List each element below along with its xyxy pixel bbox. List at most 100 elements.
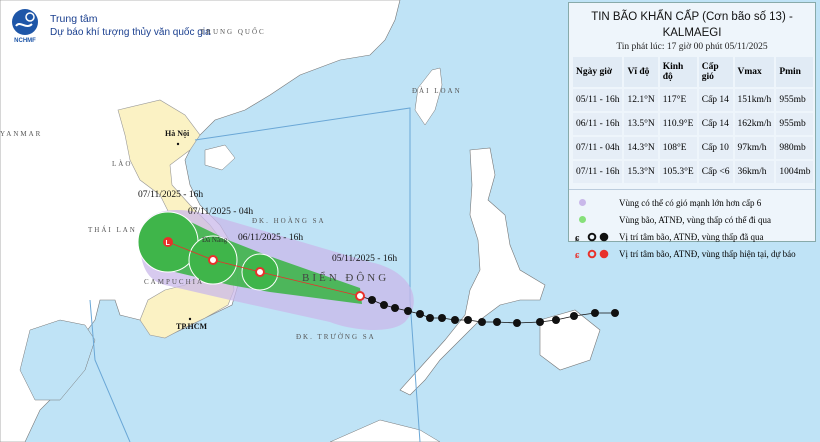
green-dot-icon <box>579 216 586 223</box>
table-cell: 14.3°N <box>624 137 658 159</box>
label-spratly: ĐK. TRƯỜNG SA <box>296 333 376 341</box>
table-cell: 117°E <box>659 89 697 111</box>
past-position-marker <box>380 301 388 309</box>
table-cell: 108°E <box>659 137 697 159</box>
table-cell: 07/11 - 04h <box>573 137 623 159</box>
table-cell: Cấp <6 <box>698 161 733 183</box>
table-cell: Cấp 14 <box>698 89 733 111</box>
track-label-07-04h: 07/11/2025 - 04h <box>188 207 254 217</box>
track-label-05-16h: 05/11/2025 - 16h <box>332 254 398 264</box>
org-line1: Trung tâm <box>50 13 98 25</box>
svg-text:NCHMF: NCHMF <box>14 38 36 44</box>
label-china: TRUNG QUỐC <box>200 28 266 36</box>
svg-text:ɕ: ɕ <box>575 233 580 242</box>
table-cell: Cấp 10 <box>698 137 733 159</box>
col-header: Ngày giờ <box>573 57 623 87</box>
table-cell: 1004mb <box>776 161 814 183</box>
past-position-marker <box>368 296 376 304</box>
past-position-marker <box>451 316 459 324</box>
past-position-marker <box>513 319 521 327</box>
legend-item: ɕ Vị trí tâm bão, ATNĐ, vùng thấp đã qua <box>571 228 813 245</box>
label-taiwan: ĐÀI LOAN <box>412 87 462 95</box>
table-cell: 151km/h <box>734 89 775 111</box>
storm-marker-06-16h <box>255 267 265 277</box>
table-cell: Cấp 14 <box>698 113 733 135</box>
past-position-marker <box>478 318 486 326</box>
philippines-land <box>399 147 546 396</box>
legend-item: Vùng có thể có gió mạnh lớn hơn cấp 6 <box>571 194 813 211</box>
past-position-marker <box>536 318 544 326</box>
past-position-marker <box>391 304 399 312</box>
past-position-marker <box>464 316 472 324</box>
table-cell: 15.3°N <box>624 161 658 183</box>
label-myanmar: YANMAR <box>0 130 43 138</box>
past-position-marker <box>591 309 599 317</box>
table-cell: 06/11 - 16h <box>573 113 623 135</box>
legend-text: Vùng bão, ATNĐ, vùng thấp có thể đi qua <box>619 214 771 225</box>
red-storm-symbols-icon: ɕ <box>571 249 619 259</box>
track-label-06-16h: 06/11/2025 - 16h <box>238 233 304 243</box>
col-header: Cấp gió <box>698 57 733 87</box>
col-header: Pmin <box>776 57 814 87</box>
table-row: 05/11 - 16h 12.1°N 117°E Cấp 14 151km/h 955mb <box>573 89 814 111</box>
table-row: 06/11 - 16h 13.5°N 110.9°E Cấp 14 162km/h 955… <box>573 113 814 135</box>
storm-marker-07-04h <box>208 255 218 265</box>
table-cell: 980mb <box>776 137 814 159</box>
label-danang: Đà Nẵng <box>202 236 228 244</box>
bulletin-title-line1: TIN BÃO KHẨN CẤP (Cơn bão số 13) - <box>591 11 793 23</box>
col-header: Kinh độ <box>659 57 697 87</box>
black-storm-symbols-icon: ɕ <box>571 232 619 242</box>
legend-item: ɕ Vị trí tâm bão, ATNĐ, vùng thấp hiện tạ… <box>571 245 813 262</box>
past-position-marker <box>438 314 446 322</box>
track-label-07-16h: 07/11/2025 - 16h <box>138 190 204 200</box>
col-header: Vmax <box>734 57 775 87</box>
col-header: Vĩ độ <box>624 57 658 87</box>
legend: Vùng có thể có gió mạnh lớn hơn cấp 6 Vù… <box>569 189 815 266</box>
svg-text:L: L <box>166 240 171 247</box>
table-cell: 12.1°N <box>624 89 658 111</box>
table-cell: 05/11 - 16h <box>573 89 623 111</box>
table-cell: 955mb <box>776 113 814 135</box>
table-row: 07/11 - 04h 14.3°N 108°E Cấp 10 97km/h 980mb <box>573 137 814 159</box>
table-cell: 97km/h <box>734 137 775 159</box>
legend-text: Vùng có thể có gió mạnh lớn hơn cấp 6 <box>619 197 762 208</box>
table-cell: 110.9°E <box>659 113 697 135</box>
issued-time: Tin phát lúc: 17 giờ 00 phút 05/11/2025 <box>616 42 768 52</box>
label-thailand: THÁI LAN <box>88 226 137 234</box>
table-cell: 162km/h <box>734 113 775 135</box>
past-position-marker <box>611 309 619 317</box>
storm-marker-05-16h <box>355 291 365 301</box>
table-cell: 07/11 - 16h <box>573 161 623 183</box>
label-laos: LÀO <box>112 160 133 168</box>
label-hanoi: Hà Nội <box>165 129 190 138</box>
purple-dot-icon <box>579 199 586 206</box>
legend-text: Vị trí tâm bão, ATNĐ, vùng thấp đã qua <box>619 231 764 242</box>
nchmf-logo-icon: NCHMF <box>8 8 42 44</box>
table-cell: 36km/h <box>734 161 775 183</box>
table-cell: 955mb <box>776 89 814 111</box>
low-marker-07-16h <box>163 237 173 247</box>
svg-text:ɕ: ɕ <box>575 250 580 259</box>
forecast-table: Ngày giờ Vĩ độ Kinh độ Cấp gió Vmax Pmin… <box>571 55 815 185</box>
label-hcm: TP.HCM <box>176 322 208 331</box>
nchmf-logo: NCHMF Trung tâm Dự báo khí tượng thủy vă… <box>8 8 211 44</box>
table-cell: 13.5°N <box>624 113 658 135</box>
bulletin-title-line2: KALMAEGI <box>662 27 722 39</box>
org-line2: Dự báo khí tượng thủy văn quốc gia <box>50 27 211 38</box>
past-position-marker <box>404 307 412 315</box>
table-row: 07/11 - 16h 15.3°N 105.3°E Cấp <6 36km/h 1004… <box>573 161 814 183</box>
table-cell: 105.3°E <box>659 161 697 183</box>
legend-item: Vùng bão, ATNĐ, vùng thấp có thể đi qua <box>571 211 813 228</box>
past-position-marker <box>416 310 424 318</box>
taiwan-land <box>414 67 443 126</box>
bulletin-panel: TIN BÃO KHẨN CẤP (Cơn bão số 13) - KALMA… <box>568 2 816 259</box>
past-position-marker <box>493 318 501 326</box>
legend-text: Vị trí tâm bão, ATNĐ, vùng thấp hiện tại… <box>619 248 796 259</box>
label-east-sea: BIỂN ĐÔNG <box>302 272 390 284</box>
past-position-marker <box>570 312 578 320</box>
label-paracel: ĐK. HOÀNG SA <box>252 217 326 225</box>
forecast-track <box>167 241 361 297</box>
past-position-marker <box>426 314 434 322</box>
past-position-marker <box>552 316 560 324</box>
